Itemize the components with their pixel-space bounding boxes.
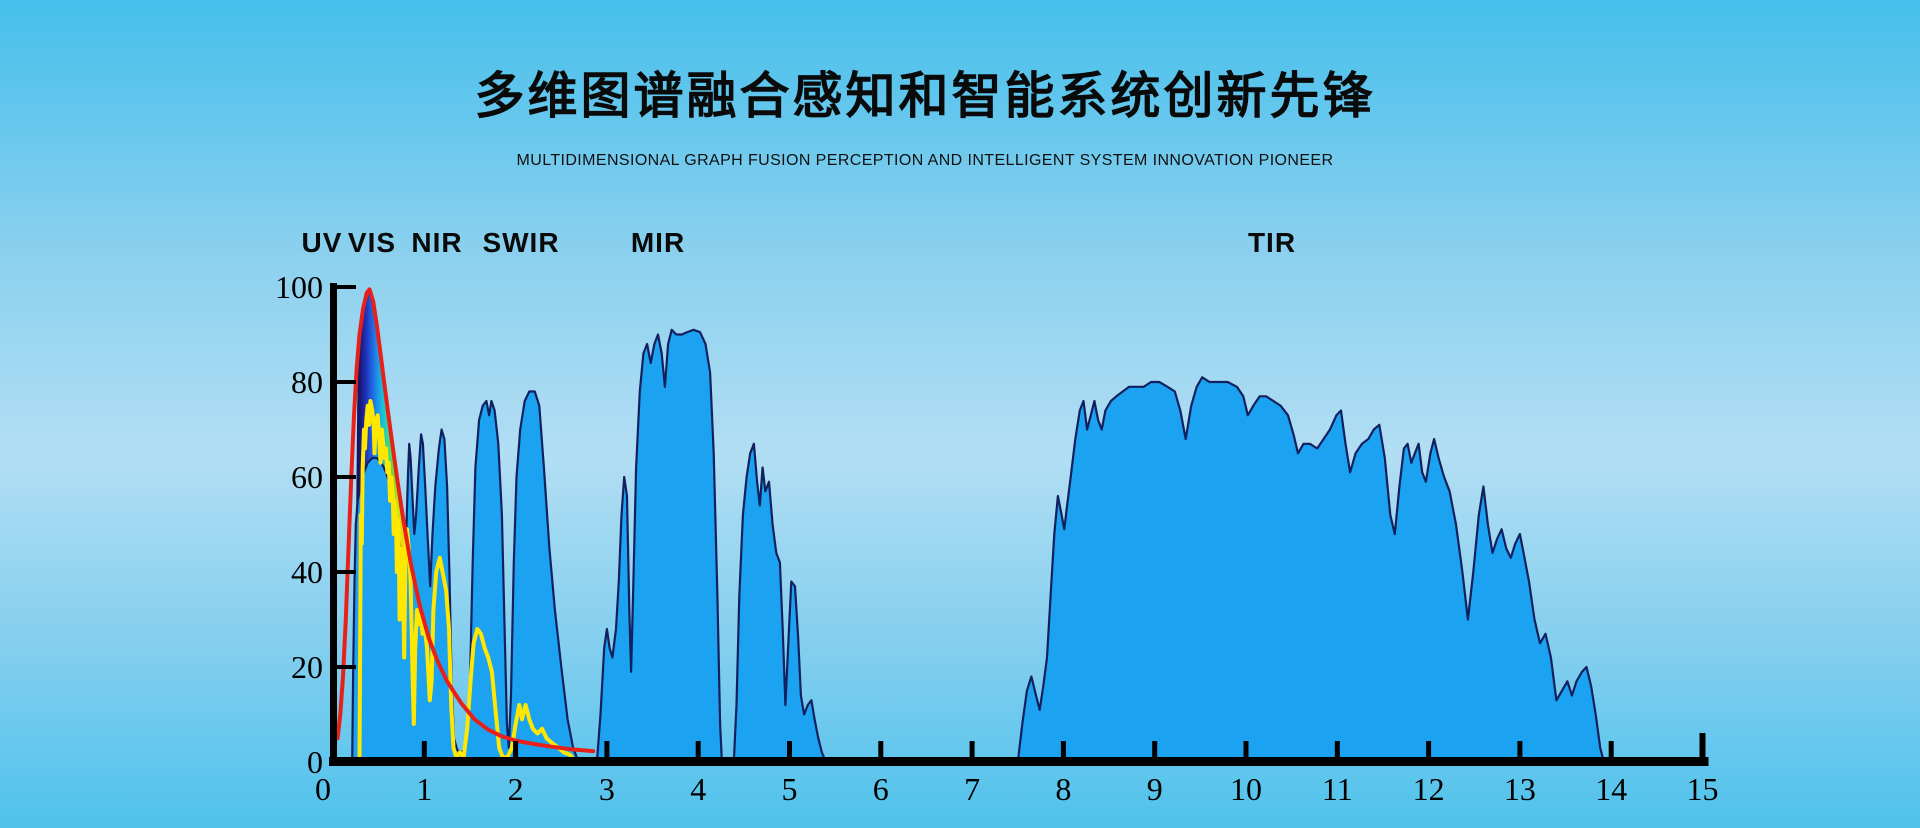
band-label-swir: SWIR bbox=[482, 227, 560, 258]
band-label-vis: VIS bbox=[347, 227, 397, 258]
x-tick-label: 1 bbox=[416, 771, 432, 807]
x-tick-label: 5 bbox=[782, 771, 798, 807]
page-title: 多维图谱融合感知和智能系统创新先锋 bbox=[474, 68, 1376, 124]
x-tick bbox=[1243, 741, 1249, 757]
band-label-nir: NIR bbox=[411, 227, 463, 258]
x-tick-label: 4 bbox=[690, 771, 706, 807]
band-label-uv: UV bbox=[301, 227, 343, 258]
x-tick bbox=[787, 741, 792, 757]
y-tick bbox=[337, 380, 356, 384]
x-tick-label: 7 bbox=[964, 771, 980, 807]
x-tick-label: 2 bbox=[508, 771, 524, 807]
y-tick-label: 20 bbox=[291, 649, 323, 685]
x-tick bbox=[604, 741, 610, 757]
x-tick bbox=[1060, 741, 1066, 757]
y-tick-label: 100 bbox=[275, 269, 323, 305]
x-tick-label: 3 bbox=[599, 771, 615, 807]
y-tick-label: 80 bbox=[291, 364, 323, 400]
x-tick bbox=[969, 741, 975, 757]
y-tick-label: 0 bbox=[307, 744, 323, 780]
x-tick bbox=[513, 741, 519, 757]
page-subtitle: MULTIDIMENSIONAL GRAPH FUSION PERCEPTION… bbox=[516, 152, 1334, 169]
y-axis-line bbox=[330, 283, 337, 766]
x-tick-label: 0 bbox=[315, 771, 331, 807]
y-tick bbox=[337, 285, 356, 289]
x-tick-label: 14 bbox=[1595, 771, 1627, 807]
x-tick-label: 10 bbox=[1230, 771, 1262, 807]
y-tick-label: 40 bbox=[291, 554, 323, 590]
x-tick-label: 12 bbox=[1413, 771, 1445, 807]
blackbody-envelope-curve bbox=[335, 287, 596, 754]
y-tick bbox=[337, 570, 356, 574]
x-tick bbox=[1517, 741, 1523, 757]
x-tick bbox=[1334, 741, 1340, 757]
x-tick bbox=[1426, 741, 1432, 757]
x-tick-label: 11 bbox=[1322, 771, 1353, 807]
transmission-window-cluster-2 bbox=[595, 328, 828, 764]
x-tick bbox=[695, 741, 701, 757]
x-tick bbox=[421, 741, 427, 757]
transmission-window-cluster-3 bbox=[1016, 376, 1606, 764]
x-tick bbox=[878, 741, 884, 757]
x-tick-label: 6 bbox=[873, 771, 889, 807]
band-label-mir: MIR bbox=[630, 227, 686, 258]
x-tick bbox=[1152, 741, 1158, 757]
y-tick bbox=[337, 665, 356, 669]
y-tick bbox=[337, 475, 356, 479]
y-tick-label: 60 bbox=[291, 459, 323, 495]
x-tick bbox=[1608, 741, 1614, 757]
x-tick-label: 13 bbox=[1504, 771, 1536, 807]
x-axis-line bbox=[329, 757, 1709, 766]
x-tick-label: 9 bbox=[1147, 771, 1163, 807]
x-tick-label: 8 bbox=[1055, 771, 1071, 807]
x-tick-label: 15 bbox=[1687, 771, 1719, 807]
x-tick bbox=[1699, 733, 1706, 757]
band-label-tir: TIR bbox=[1247, 227, 1297, 258]
